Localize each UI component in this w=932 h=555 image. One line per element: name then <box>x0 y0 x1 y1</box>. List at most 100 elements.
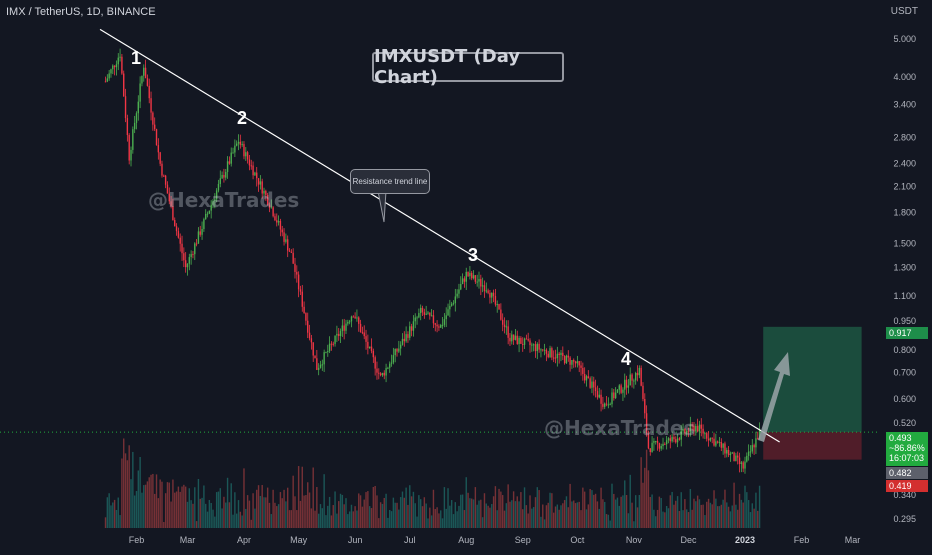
candle-body <box>454 296 457 304</box>
candle-body <box>358 317 360 324</box>
volume-bar <box>449 505 451 528</box>
candle-body <box>682 428 684 431</box>
volume-bar <box>113 499 116 528</box>
candle-body <box>157 145 160 153</box>
volume-bar <box>642 482 644 528</box>
volume-bar <box>476 504 478 528</box>
volume-bar <box>321 508 324 528</box>
candle-body <box>556 353 559 359</box>
volume-bar <box>467 492 469 528</box>
volume-bar <box>219 488 221 528</box>
volume-bar <box>751 503 753 528</box>
candle-body <box>469 272 471 277</box>
candle-body <box>514 335 517 340</box>
volume-bar <box>312 467 314 528</box>
volume-bar <box>662 511 664 528</box>
candle-body <box>108 73 110 79</box>
volume-bar <box>361 506 364 528</box>
candle-body <box>112 65 114 70</box>
volume-bar <box>259 496 262 528</box>
candle-body <box>327 351 329 353</box>
volume-bar <box>481 517 484 528</box>
candle-body <box>268 204 271 208</box>
candle-body <box>256 172 258 179</box>
volume-bar <box>622 495 624 528</box>
volume-bar <box>115 509 118 528</box>
y-tick-label: 1.500 <box>893 238 916 248</box>
candle-body <box>520 337 522 344</box>
volume-bar <box>197 479 200 528</box>
candle-body <box>250 165 252 167</box>
volume-bar <box>665 505 668 528</box>
candle-body <box>742 462 744 469</box>
candle-body <box>675 439 677 443</box>
volume-bar <box>540 516 542 528</box>
candle-body <box>225 171 227 178</box>
y-tick-label: 1.300 <box>893 263 916 273</box>
volume-bar <box>438 513 440 528</box>
volume-bar <box>143 485 145 528</box>
volume-bar <box>489 507 491 528</box>
candle-body <box>121 56 123 74</box>
candle-body <box>498 304 500 310</box>
candle-body <box>523 338 526 345</box>
volume-bar <box>356 510 358 528</box>
volume-bar <box>263 497 265 528</box>
candle-body <box>624 379 626 390</box>
volume-bar <box>166 482 169 528</box>
candle-body <box>132 129 134 150</box>
candle-body <box>531 344 533 346</box>
candle-body <box>613 392 615 399</box>
candle-body <box>751 445 753 452</box>
candle-body <box>552 357 555 359</box>
volume-bar <box>365 492 367 528</box>
volume-bar <box>749 512 752 528</box>
volume-bar <box>576 502 579 528</box>
volume-bar <box>532 507 535 528</box>
candle-body <box>465 271 467 282</box>
target-price-tag: 0.917 <box>886 327 928 339</box>
candle-body <box>195 243 198 245</box>
volume-bar <box>146 481 149 528</box>
candle-body <box>655 440 657 442</box>
volume-bar <box>671 491 673 528</box>
candle-body <box>485 290 487 292</box>
chart-title-box: IMXUSDT (Day Chart) <box>372 46 564 88</box>
candle-body <box>737 455 739 458</box>
candle-body <box>235 143 238 146</box>
candle-body <box>210 204 212 211</box>
volume-bar <box>432 489 435 528</box>
candle-body <box>290 251 293 253</box>
candle-body <box>317 367 320 370</box>
candle-body <box>438 326 440 328</box>
volume-bar <box>682 510 684 528</box>
candle-body <box>483 285 486 292</box>
candle-body <box>370 346 373 351</box>
x-tick-label: May <box>290 535 308 545</box>
volume-bar <box>274 502 276 528</box>
volume-bar <box>729 511 732 528</box>
volume-bar <box>281 498 283 528</box>
volume-bar <box>496 510 498 528</box>
volume-bar <box>724 489 726 528</box>
candle-body <box>665 440 668 445</box>
volume-bar <box>664 512 666 528</box>
candle-body <box>460 283 462 290</box>
volume-bar <box>301 466 303 528</box>
candle-body <box>219 178 221 184</box>
candle-body <box>257 178 260 185</box>
candle-body <box>693 425 695 432</box>
volume-bar <box>573 500 575 528</box>
volume-bar <box>152 473 154 528</box>
candle-body <box>676 438 679 443</box>
candle-body <box>144 67 147 79</box>
candle-body <box>243 144 245 157</box>
candle-body <box>237 141 240 144</box>
candle-body <box>345 323 347 331</box>
candle-body <box>179 237 181 244</box>
candle-body <box>387 367 389 369</box>
candle-body <box>441 324 444 326</box>
volume-bar <box>307 482 309 528</box>
volume-bar <box>611 483 613 528</box>
